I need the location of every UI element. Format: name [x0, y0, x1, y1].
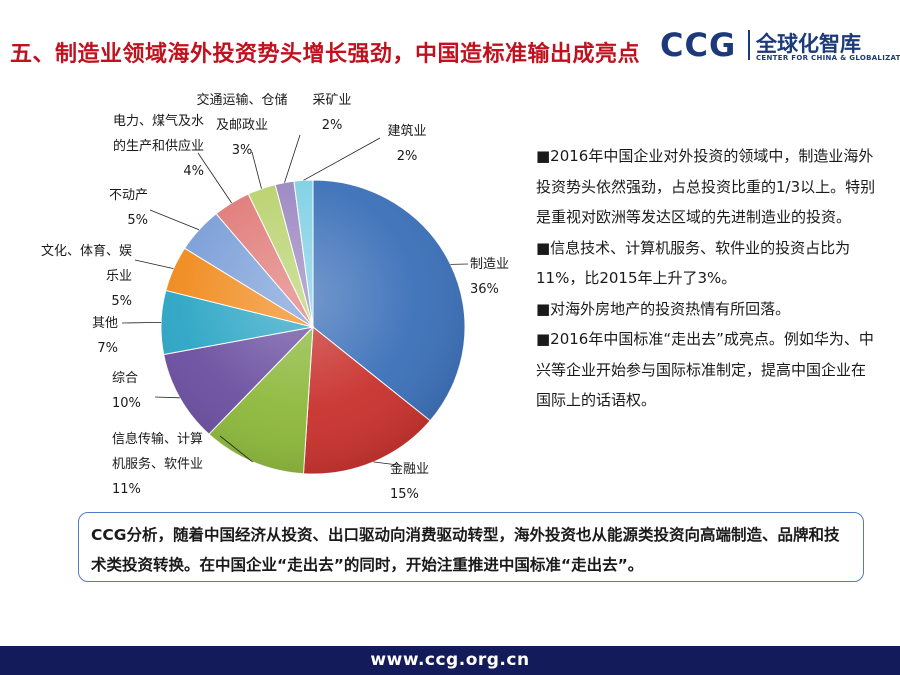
leader-line — [284, 134, 301, 183]
page-title: 五、制造业领域海外投资势头增长强劲，中国造标准输出成亮点 — [10, 42, 641, 67]
slice-label: 金融业 15% — [390, 461, 429, 502]
bullet-item: ■2016年中国企业对外投资的领域中，制造业海外投资势头依然强劲，占总投资比重的… — [536, 147, 876, 226]
footer-url: www.ccg.org.cn — [0, 646, 900, 675]
ccg-logo: CCG 全球化智库 CENTER FOR CHINA & GLOBALIZATI… — [660, 26, 900, 66]
slice-label: 建筑业 2% — [387, 123, 426, 164]
leader-lines — [121, 134, 469, 466]
slice-label: 不动产 5% — [109, 188, 148, 228]
logo-cn-name: 全球化智库 — [756, 32, 861, 56]
pie-slices — [160, 179, 466, 475]
slice-label: 综合 10% — [112, 371, 141, 411]
leader-line — [373, 461, 399, 466]
slice-label: 电力、煤气及水的生产和供应业 4% — [113, 113, 204, 179]
slice-label: 信息传输、计算机服务、软件业 11% — [112, 431, 203, 497]
ccg-analysis-box: CCG分析，随着中国经济从投资、出口驱动向消费驱动转型，海外投资也从能源类投资向… — [78, 512, 864, 582]
leader-line — [134, 259, 174, 269]
slice-label: 文化、体育、娱乐业 5% — [41, 243, 132, 309]
logo-mark: CCG — [660, 26, 737, 64]
bullet-item: ■对海外房地产的投资热情有所回落。 — [536, 299, 791, 318]
leader-line — [154, 396, 180, 399]
slice-label: 交通运输、仓储及邮政业 3% — [196, 92, 287, 158]
bullet-list: ■2016年中国企业对外投资的领域中，制造业海外投资势头依然强劲，占总投资比重的… — [536, 141, 876, 416]
slice-label: 制造业 36% — [470, 257, 509, 297]
slice-labels: 制造业 36% 金融业 15% 信息传输、计算机服务、软件业 11% 综合 10% 其他 7% 文化… — [41, 92, 509, 502]
leader-line — [121, 322, 162, 324]
pie-chart: 制造业 36% 金融业 15% 信息传输、计算机服务、软件业 11% 综合 10% 其他 7% 文化… — [41, 92, 509, 502]
logo-divider — [748, 30, 750, 60]
bullet-item: ■信息技术、计算机服务、软件业的投资占比为11%，比2015年上升了3%。 — [536, 238, 851, 288]
leader-line — [197, 152, 232, 204]
slice-label: 其他 7% — [92, 316, 118, 356]
logo-en-name: CENTER FOR CHINA & GLOBALIZATION — [756, 54, 900, 62]
slice-label: 采矿业 2% — [312, 93, 351, 133]
leader-line — [219, 435, 253, 463]
leader-line — [149, 209, 200, 231]
leader-line — [303, 137, 381, 181]
leader-line — [251, 151, 262, 189]
bullet-item: ■2016年中国标准“走出去”成亮点。例如华为、中兴等企业开始参与国际标准制定，… — [536, 330, 874, 409]
